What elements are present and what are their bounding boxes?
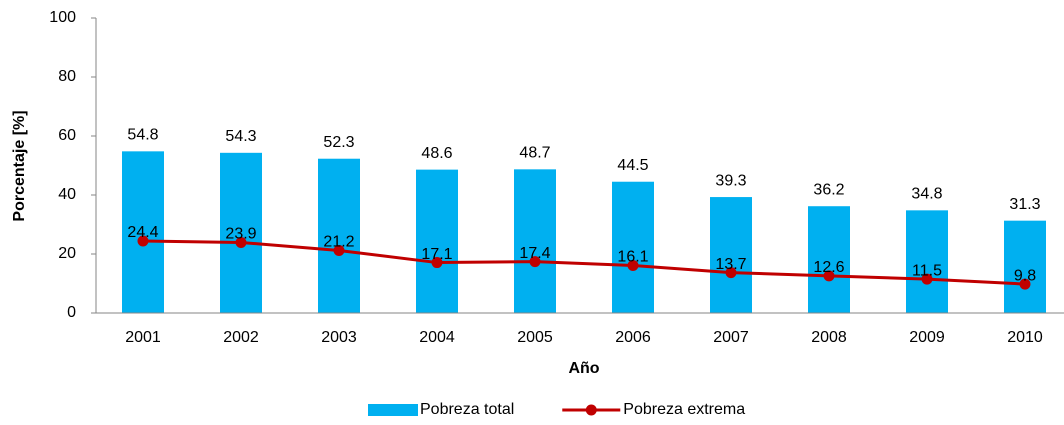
bar xyxy=(514,169,556,313)
x-tick-label: 2007 xyxy=(713,329,749,346)
bar xyxy=(416,169,458,313)
x-tick-label: 2003 xyxy=(321,329,357,346)
line-value-label: 11.5 xyxy=(912,262,942,279)
line-value-label: 17.1 xyxy=(421,246,452,263)
x-axis-title: Año xyxy=(568,360,599,377)
y-tick-label: 80 xyxy=(58,68,76,85)
line-marker xyxy=(235,236,247,248)
bar-value-label: 31.3 xyxy=(1009,196,1040,213)
bar xyxy=(710,197,752,313)
x-tick-label: 2005 xyxy=(517,329,553,346)
line-value-label: 9.8 xyxy=(1014,267,1036,284)
line-marker xyxy=(1019,278,1031,290)
line-value-label: 13.7 xyxy=(715,256,746,273)
line-marker xyxy=(823,270,835,282)
bar xyxy=(906,210,948,313)
legend-label: Pobreza extrema xyxy=(623,401,745,418)
y-tick-label: 20 xyxy=(58,245,76,262)
line-marker xyxy=(921,273,933,285)
line-marker xyxy=(431,257,443,269)
line xyxy=(142,239,1026,286)
line-value-label: 16.1 xyxy=(617,249,648,266)
line-marker xyxy=(529,256,541,268)
bar-value-label: 54.3 xyxy=(225,128,256,145)
y-axis-title: Porcentaje [%] xyxy=(11,110,28,221)
bar-value-label: 36.2 xyxy=(813,181,844,198)
bar xyxy=(808,206,850,313)
bar-value-label: 48.7 xyxy=(519,145,550,162)
x-tick-label: 2006 xyxy=(615,329,651,346)
line-marker xyxy=(137,235,149,247)
y-tick-label: 0 xyxy=(67,304,76,321)
bar xyxy=(122,151,164,313)
bar xyxy=(220,152,262,313)
bar xyxy=(318,158,360,313)
y-tick-label: 40 xyxy=(58,186,76,203)
line-value-label: 24.4 xyxy=(127,224,158,241)
line-value-label: 21.2 xyxy=(323,234,354,251)
y-tick-label: 60 xyxy=(58,127,76,144)
y-tick-label: 100 xyxy=(49,9,76,26)
line-marker xyxy=(627,260,639,272)
bar-value-label: 44.5 xyxy=(617,157,648,174)
bar-value-label: 54.8 xyxy=(127,127,158,144)
line-value-label: 23.9 xyxy=(225,226,256,243)
line-marker xyxy=(333,244,345,256)
legend-swatch xyxy=(368,404,418,416)
bar-value-label: 48.6 xyxy=(421,145,452,162)
bar xyxy=(1004,220,1046,313)
bar-value-label: 34.8 xyxy=(911,186,942,203)
bar-value-label: 52.3 xyxy=(323,134,354,151)
line-value-label: 17.4 xyxy=(519,245,550,262)
x-tick-label: 2009 xyxy=(909,329,945,346)
x-tick-label: 2002 xyxy=(223,329,259,346)
x-tick-label: 2001 xyxy=(125,329,161,346)
line-marker xyxy=(725,267,737,279)
x-tick-label: 2008 xyxy=(811,329,847,346)
x-tick-label: 2010 xyxy=(1007,329,1043,346)
legend-label: Pobreza total xyxy=(420,401,514,418)
bar xyxy=(612,181,654,313)
bar-value-label: 39.3 xyxy=(715,172,746,189)
legend-marker xyxy=(585,404,597,416)
x-tick-label: 2004 xyxy=(419,329,455,346)
line-value-label: 12.6 xyxy=(813,259,844,276)
